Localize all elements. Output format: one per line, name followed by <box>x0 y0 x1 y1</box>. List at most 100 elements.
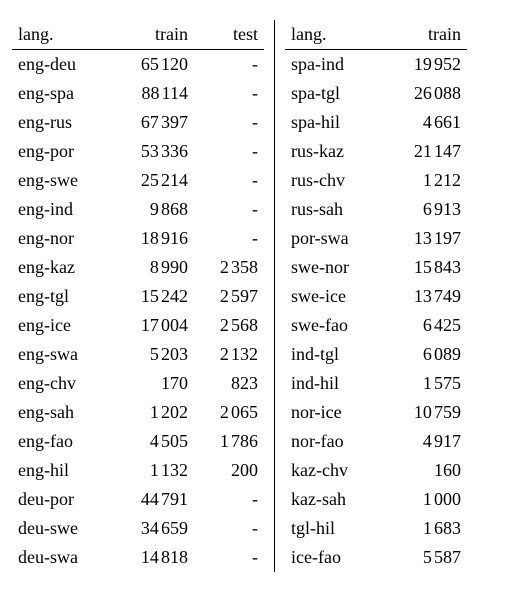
table-row: eng-swe25214- <box>12 166 264 195</box>
train-cell: 88114 <box>110 79 194 108</box>
language-pair-table: lang. train test eng-deu65120-eng-spa881… <box>12 20 500 572</box>
lang-cell: eng-spa <box>12 79 110 108</box>
test-cell: 2132 <box>194 340 264 369</box>
train-cell: 25214 <box>110 166 194 195</box>
table-row: eng-hil1132200 <box>12 456 264 485</box>
table-row: deu-swe34659- <box>12 514 264 543</box>
train-cell: 6425 <box>383 311 467 340</box>
table-row: swe-ice13749 <box>285 282 467 311</box>
train-cell: 65120 <box>110 50 194 80</box>
train-cell: 1683 <box>383 514 467 543</box>
test-cell: 2065 <box>194 398 264 427</box>
test-cell: - <box>194 485 264 514</box>
lang-cell: spa-ind <box>285 50 383 80</box>
train-cell: 1212 <box>383 166 467 195</box>
table-row: swe-fao6425 <box>285 311 467 340</box>
lang-cell: eng-ice <box>12 311 110 340</box>
train-cell: 4505 <box>110 427 194 456</box>
lang-cell: rus-sah <box>285 195 383 224</box>
table-row: spa-ind19952 <box>285 50 467 80</box>
lang-cell: deu-por <box>12 485 110 514</box>
train-cell: 19952 <box>383 50 467 80</box>
test-cell: 2597 <box>194 282 264 311</box>
train-cell: 5587 <box>383 543 467 572</box>
table-row: kaz-chv160 <box>285 456 467 485</box>
train-cell: 13197 <box>383 224 467 253</box>
table-row: eng-rus67397- <box>12 108 264 137</box>
lang-cell: nor-fao <box>285 427 383 456</box>
table-row: eng-por53336- <box>12 137 264 166</box>
lang-cell: eng-sah <box>12 398 110 427</box>
table-row: eng-ind9868- <box>12 195 264 224</box>
lang-cell: swe-nor <box>285 253 383 282</box>
table-row: rus-sah6913 <box>285 195 467 224</box>
lang-cell: eng-deu <box>12 50 110 80</box>
test-cell: 200 <box>194 456 264 485</box>
test-cell: 1786 <box>194 427 264 456</box>
table-row: eng-sah12022065 <box>12 398 264 427</box>
table-row: kaz-sah1000 <box>285 485 467 514</box>
train-cell: 170 <box>110 369 194 398</box>
train-cell: 34659 <box>110 514 194 543</box>
header-lang-left: lang. <box>12 20 110 50</box>
test-cell: - <box>194 137 264 166</box>
table-row: spa-hil4661 <box>285 108 467 137</box>
table-row: swe-nor15843 <box>285 253 467 282</box>
table-row: spa-tgl26088 <box>285 79 467 108</box>
table-row: eng-nor18916- <box>12 224 264 253</box>
lang-cell: kaz-chv <box>285 456 383 485</box>
train-cell: 15843 <box>383 253 467 282</box>
train-cell: 67397 <box>110 108 194 137</box>
table-row: deu-por44791- <box>12 485 264 514</box>
train-cell: 1575 <box>383 369 467 398</box>
lang-cell: rus-kaz <box>285 137 383 166</box>
train-cell: 4661 <box>383 108 467 137</box>
lang-cell: spa-tgl <box>285 79 383 108</box>
test-cell: 823 <box>194 369 264 398</box>
train-cell: 53336 <box>110 137 194 166</box>
test-cell: - <box>194 79 264 108</box>
table-row: ind-tgl6089 <box>285 340 467 369</box>
train-cell: 6913 <box>383 195 467 224</box>
lang-cell: deu-swa <box>12 543 110 572</box>
lang-cell: eng-swa <box>12 340 110 369</box>
train-cell: 15242 <box>110 282 194 311</box>
test-cell: - <box>194 195 264 224</box>
test-cell: - <box>194 514 264 543</box>
train-cell: 1000 <box>383 485 467 514</box>
lang-cell: ind-tgl <box>285 340 383 369</box>
test-cell: - <box>194 543 264 572</box>
lang-cell: eng-hil <box>12 456 110 485</box>
train-cell: 21147 <box>383 137 467 166</box>
train-cell: 160 <box>383 456 467 485</box>
lang-cell: eng-chv <box>12 369 110 398</box>
test-cell: 2358 <box>194 253 264 282</box>
lang-cell: eng-rus <box>12 108 110 137</box>
table-row: rus-chv1212 <box>285 166 467 195</box>
lang-cell: eng-kaz <box>12 253 110 282</box>
lang-cell: nor-ice <box>285 398 383 427</box>
lang-cell: tgl-hil <box>285 514 383 543</box>
table-row: eng-spa88114- <box>12 79 264 108</box>
lang-cell: eng-nor <box>12 224 110 253</box>
lang-cell: ice-fao <box>285 543 383 572</box>
lang-cell: eng-ind <box>12 195 110 224</box>
train-cell: 17004 <box>110 311 194 340</box>
lang-cell: rus-chv <box>285 166 383 195</box>
lang-cell: por-swa <box>285 224 383 253</box>
table-row: rus-kaz21147 <box>285 137 467 166</box>
table-row: ind-hil1575 <box>285 369 467 398</box>
table-row: tgl-hil1683 <box>285 514 467 543</box>
table-row: eng-chv170823 <box>12 369 264 398</box>
lang-cell: kaz-sah <box>285 485 383 514</box>
train-cell: 44791 <box>110 485 194 514</box>
train-cell: 9868 <box>110 195 194 224</box>
header-train-left: train <box>110 20 194 50</box>
table-row: eng-ice170042568 <box>12 311 264 340</box>
train-cell: 4917 <box>383 427 467 456</box>
header-row-right: lang. train <box>285 20 467 50</box>
lang-cell: swe-ice <box>285 282 383 311</box>
train-cell: 8990 <box>110 253 194 282</box>
table-row: eng-fao45051786 <box>12 427 264 456</box>
train-cell: 6089 <box>383 340 467 369</box>
